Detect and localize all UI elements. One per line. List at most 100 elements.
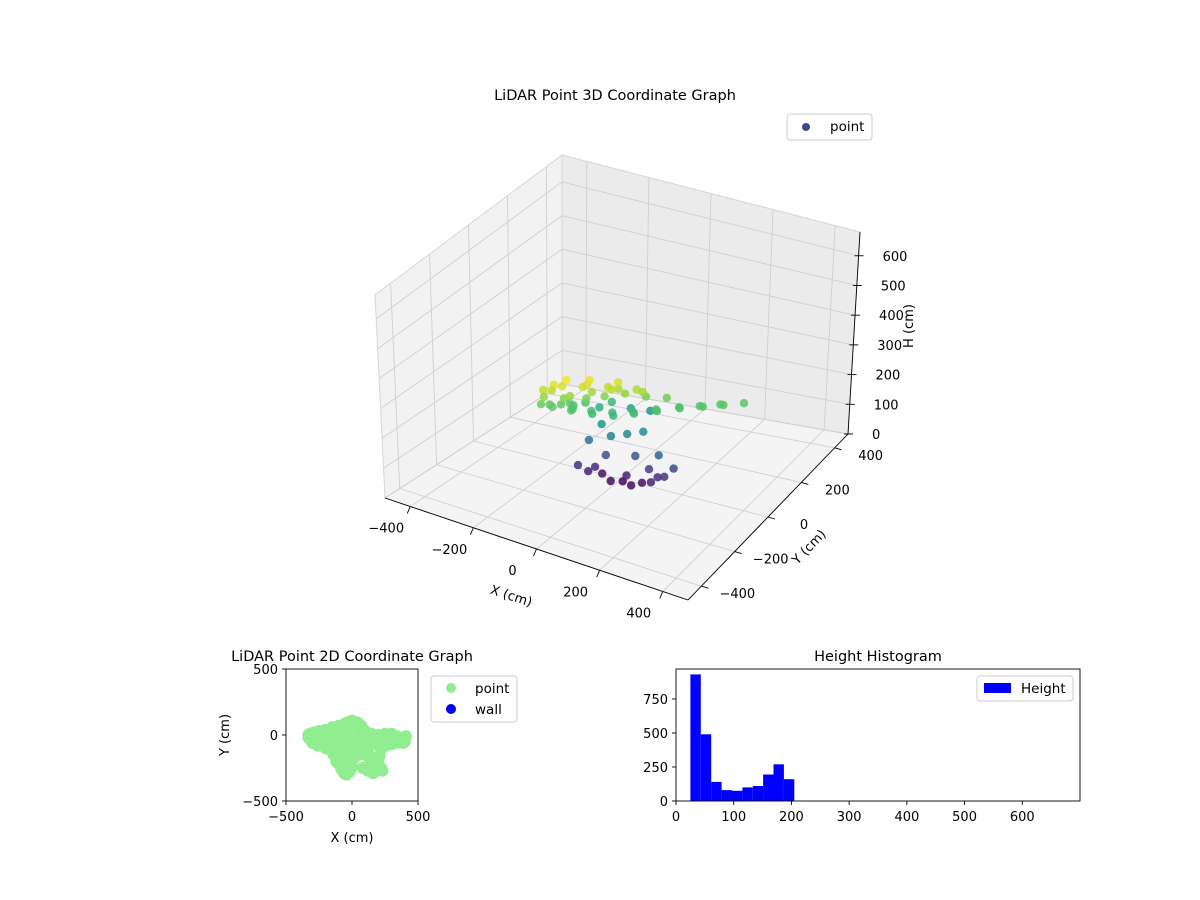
data-point-3d: [578, 382, 587, 392]
grid-line-y: [399, 488, 702, 587]
data-point-3d: [539, 385, 548, 395]
grid-line-y: [390, 283, 401, 489]
data-point-3d: [626, 481, 636, 490]
data-point-2d: [376, 764, 389, 777]
x-tick: [533, 548, 537, 557]
legend-histogram: Height: [976, 675, 1074, 702]
data-point-3d: [654, 451, 663, 460]
chart-2d-title: LiDAR Point 2D Coordinate Graph: [231, 649, 473, 665]
data-point-3d: [607, 397, 616, 407]
z-tick-label: 100: [874, 398, 899, 413]
z-tick-label: 300: [877, 339, 902, 354]
legend-marker-point: [802, 123, 810, 131]
y-tick: [767, 516, 776, 520]
x-tick-label-histogram: 300: [837, 810, 862, 825]
data-point-3d: [607, 385, 616, 394]
x-tick-label-2d: 0: [348, 810, 356, 825]
x-tick-label: −400: [368, 522, 404, 537]
z-tick-label: 500: [881, 279, 906, 294]
data-point-3d: [584, 435, 594, 445]
histogram-bar: [752, 786, 764, 801]
x-tick-label-histogram: 200: [779, 810, 804, 825]
legend-label-point-2d: point: [475, 681, 509, 697]
legend-label-height: Height: [1021, 681, 1066, 697]
grid-line-y: [510, 416, 802, 483]
z-axis-label-3d: H (cm): [902, 304, 917, 348]
x-tick-label: 0: [508, 564, 516, 579]
data-point-3d: [669, 464, 678, 473]
data-point-3d: [675, 404, 684, 413]
data-point-2d: [319, 742, 332, 755]
data-point-3d: [631, 451, 640, 461]
grid-line-z: [377, 215, 857, 350]
data-point-3d: [698, 402, 707, 411]
data-point-3d: [660, 472, 669, 481]
z-axis-line: [847, 231, 861, 435]
data-point-3d: [557, 382, 567, 391]
data-point-3d: [613, 378, 623, 387]
grid-line-y: [429, 254, 438, 465]
histogram-bar: [732, 790, 743, 801]
grid-line-x: [585, 161, 588, 389]
data-point-3d: [623, 429, 632, 439]
histogram-bars: [690, 674, 795, 801]
y-tick: [834, 447, 842, 451]
grid-line-x: [704, 193, 712, 410]
histogram-bar: [783, 779, 795, 801]
data-point-3d: [606, 476, 615, 486]
data-point-3d: [539, 392, 549, 402]
ticks-3d: −400 −200 0 200 400 −400 −200 0 200 400 0 100 200 300…: [368, 250, 907, 622]
histogram-bar: [711, 781, 722, 801]
points-2d: [302, 714, 413, 781]
data-point-3d: [536, 400, 546, 409]
y-tick-label-histogram: 500: [643, 727, 668, 742]
ticks-2d: −500 0 500 500 0 −500: [242, 663, 430, 825]
grid-line-y: [507, 195, 511, 418]
chart-2d: LiDAR Point 2D Coordinate Graph −500 0 500…: [218, 649, 518, 846]
data-point-3d: [598, 469, 607, 478]
grid-line-z: [383, 349, 850, 469]
y-tick-label: −200: [753, 553, 789, 568]
z-tick-label: 0: [872, 428, 880, 443]
y-tick-label-2d: 500: [253, 663, 278, 678]
data-point-3d: [597, 419, 606, 429]
data-point-3d: [547, 386, 557, 395]
legend-2d: point wall: [430, 675, 518, 723]
data-point-2d: [385, 727, 398, 740]
legend-marker-wall: [446, 704, 456, 714]
data-point-3d: [584, 467, 593, 476]
points-3d: [536, 375, 749, 490]
plot-area-histogram: [675, 668, 1081, 802]
x-tick-label-histogram: 500: [952, 810, 977, 825]
histogram-bar: [721, 790, 732, 801]
data-point-3d: [565, 391, 575, 401]
data-point-3d: [606, 431, 616, 441]
data-point-3d: [644, 465, 654, 474]
data-point-3d: [620, 389, 630, 398]
data-point-3d: [614, 384, 623, 393]
chart-histogram: Height Histogram 0 100 200 300 400 500 600 0 250…: [643, 649, 1081, 825]
x-tick-label-histogram: 0: [672, 810, 680, 825]
grid-line-x: [764, 209, 774, 420]
histogram-bar: [773, 764, 784, 801]
grid-line-y: [436, 464, 735, 553]
y-tick-label: 0: [800, 518, 808, 533]
x-tick: [596, 570, 601, 578]
grid-line-z: [375, 181, 859, 320]
data-point-3d: [601, 450, 610, 460]
y-tick-label: −400: [719, 587, 755, 602]
grid-line-z: [381, 316, 852, 439]
legend-label-wall: wall: [475, 702, 502, 718]
x-tick-label: 200: [563, 585, 588, 600]
data-point-3d: [629, 409, 639, 418]
z-tick-label: 400: [879, 309, 904, 324]
y-tick-label-histogram: 0: [660, 795, 668, 810]
data-point-2d: [356, 762, 369, 774]
y-tick: [734, 551, 742, 555]
data-point-3d: [587, 387, 597, 397]
legend-label-point: point: [830, 119, 864, 135]
grid-line-z: [378, 248, 856, 379]
legend-swatch-height: [984, 683, 1011, 693]
grid-line-y: [547, 393, 835, 449]
